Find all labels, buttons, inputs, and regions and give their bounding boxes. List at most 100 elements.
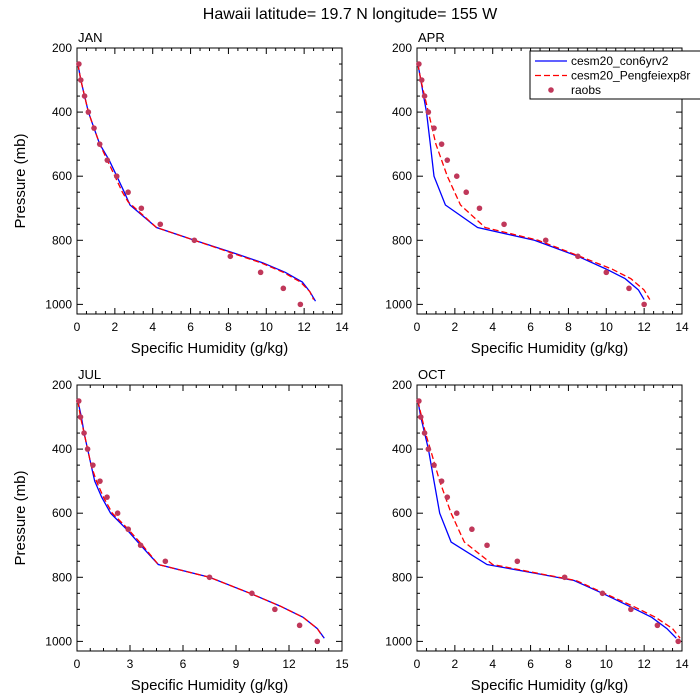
series-line-cesm20-con6yrv2 xyxy=(77,400,325,639)
x-tick-label: 0 xyxy=(74,657,81,671)
data-point-raobs xyxy=(206,574,213,581)
y-tick-label: 1000 xyxy=(45,297,72,311)
x-tick-label: 6 xyxy=(527,320,534,334)
y-tick-label: 600 xyxy=(392,169,412,183)
data-point-raobs xyxy=(75,398,82,404)
data-point-raobs xyxy=(272,606,278,613)
data-point-raobs xyxy=(453,173,460,179)
panel-title: OCT xyxy=(418,367,446,382)
data-point-raobs xyxy=(484,542,490,549)
x-tick-label: 6 xyxy=(527,657,534,671)
data-point-raobs xyxy=(628,606,634,613)
x-tick-label: 4 xyxy=(489,657,496,671)
x-tick-label: 14 xyxy=(675,657,689,671)
data-point-raobs xyxy=(85,109,92,115)
data-point-raobs xyxy=(280,285,287,292)
x-tick-label: 4 xyxy=(489,320,496,334)
data-point-raobs xyxy=(416,61,422,67)
data-point-raobs xyxy=(431,125,437,131)
panel-title: APR xyxy=(418,30,445,45)
x-tick-label: 10 xyxy=(600,320,614,334)
data-point-raobs xyxy=(453,510,460,516)
x-tick-label: 8 xyxy=(225,320,232,334)
data-point-raobs xyxy=(444,494,451,500)
data-point-raobs xyxy=(84,446,91,452)
data-point-raobs xyxy=(542,237,549,244)
panel-jan: JAN 0 2 4 6 8 10 12 14 200 400 600 800 1000 Specific H… xyxy=(12,30,349,357)
legend-label-raobs: raobs xyxy=(571,83,601,97)
data-point-raobs xyxy=(162,558,169,565)
y-axis-label: Pressure (mb) xyxy=(12,133,29,228)
x-tick-label: 2 xyxy=(452,320,459,334)
data-point-raobs xyxy=(90,462,96,468)
x-axis-label: Specific Humidity (g/kg) xyxy=(131,677,289,694)
plot-frame xyxy=(76,384,343,652)
y-tick-label: 1000 xyxy=(385,297,412,311)
data-point-raobs xyxy=(469,526,475,533)
y-tick-label: 600 xyxy=(52,169,72,183)
data-point-raobs xyxy=(77,414,84,420)
data-point-raobs xyxy=(421,430,428,436)
data-point-raobs xyxy=(476,205,483,212)
data-point-raobs xyxy=(296,622,303,629)
series-line-cesm20-pengfeiexp8r xyxy=(77,400,324,637)
data-point-raobs xyxy=(575,253,581,260)
y-tick-label: 200 xyxy=(52,378,72,392)
panel-title: JUL xyxy=(78,367,101,382)
data-point-raobs xyxy=(125,189,131,196)
data-point-raobs xyxy=(104,157,111,163)
x-tick-label: 14 xyxy=(675,320,689,334)
data-point-raobs xyxy=(81,430,87,436)
y-tick-label: 800 xyxy=(52,233,72,247)
data-point-raobs xyxy=(421,93,428,99)
data-point-raobs xyxy=(599,590,606,597)
x-axis-label: Specific Humidity (g/kg) xyxy=(471,340,629,357)
x-tick-label: 9 xyxy=(233,657,240,671)
series-line-cesm20-pengfeiexp8r xyxy=(77,63,315,300)
panel-jul: JUL 0 3 6 9 12 15 200 400 600 800 1000 Specific Humi… xyxy=(12,367,349,694)
x-tick-label: 8 xyxy=(565,657,572,671)
data-point-raobs xyxy=(191,237,198,244)
data-point-raobs xyxy=(96,141,103,147)
data-point-raobs xyxy=(76,61,82,67)
x-tick-label: 6 xyxy=(187,320,194,334)
x-tick-label: 14 xyxy=(335,320,349,334)
y-tick-label: 800 xyxy=(392,233,412,247)
series-line-cesm20-con6yrv2 xyxy=(77,63,317,302)
data-point-raobs xyxy=(654,622,661,629)
legend-label-cesm20-con6yrv2: cesm20_con6yrv2 xyxy=(571,54,669,68)
data-point-raobs xyxy=(425,109,432,115)
data-point-raobs xyxy=(81,93,88,99)
y-tick-label: 800 xyxy=(52,570,72,584)
series-line-cesm20-pengfeiexp8r xyxy=(417,400,681,639)
y-tick-label: 200 xyxy=(392,378,412,392)
y-tick-label: 200 xyxy=(52,41,72,55)
x-tick-label: 0 xyxy=(414,657,421,671)
x-tick-label: 10 xyxy=(600,657,614,671)
data-point-raobs xyxy=(137,542,144,549)
y-tick-label: 400 xyxy=(392,442,412,456)
data-point-raobs xyxy=(438,141,445,147)
data-point-raobs xyxy=(641,301,647,308)
data-point-raobs xyxy=(603,269,610,276)
data-point-raobs xyxy=(138,205,145,212)
x-tick-label: 2 xyxy=(112,320,119,334)
data-point-raobs xyxy=(157,221,164,228)
data-point-raobs xyxy=(463,189,470,196)
data-point-raobs xyxy=(416,398,422,404)
y-tick-label: 200 xyxy=(392,41,412,55)
data-point-raobs xyxy=(626,285,632,292)
data-point-raobs xyxy=(297,301,304,308)
data-point-raobs xyxy=(431,462,437,468)
data-point-raobs xyxy=(113,173,120,179)
y-tick-label: 400 xyxy=(52,105,72,119)
data-point-raobs xyxy=(104,494,110,500)
data-point-raobs xyxy=(314,638,321,645)
data-point-raobs xyxy=(77,77,84,83)
data-point-raobs xyxy=(514,558,521,565)
plot-frame xyxy=(76,47,343,315)
y-tick-label: 400 xyxy=(392,105,412,119)
data-point-raobs xyxy=(561,574,568,581)
